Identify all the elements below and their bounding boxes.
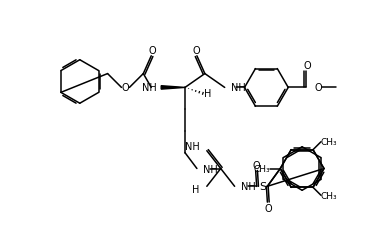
Text: O: O [122,83,129,93]
Text: NH: NH [203,164,218,174]
Text: O: O [314,83,322,93]
Text: CH₃: CH₃ [254,164,270,173]
Text: NH: NH [142,83,157,93]
Text: O: O [253,160,260,170]
Text: H: H [204,89,211,99]
Text: CH₃: CH₃ [321,191,338,200]
Text: NH: NH [231,83,245,93]
Text: CH₃: CH₃ [321,138,338,147]
Text: NH: NH [185,141,200,151]
Text: O: O [192,46,200,56]
Text: O: O [303,60,311,70]
Text: S: S [259,182,266,192]
Text: O: O [265,203,272,213]
Polygon shape [161,86,185,90]
Text: NH: NH [241,182,255,192]
Text: O: O [148,46,156,56]
Text: H: H [192,184,199,194]
